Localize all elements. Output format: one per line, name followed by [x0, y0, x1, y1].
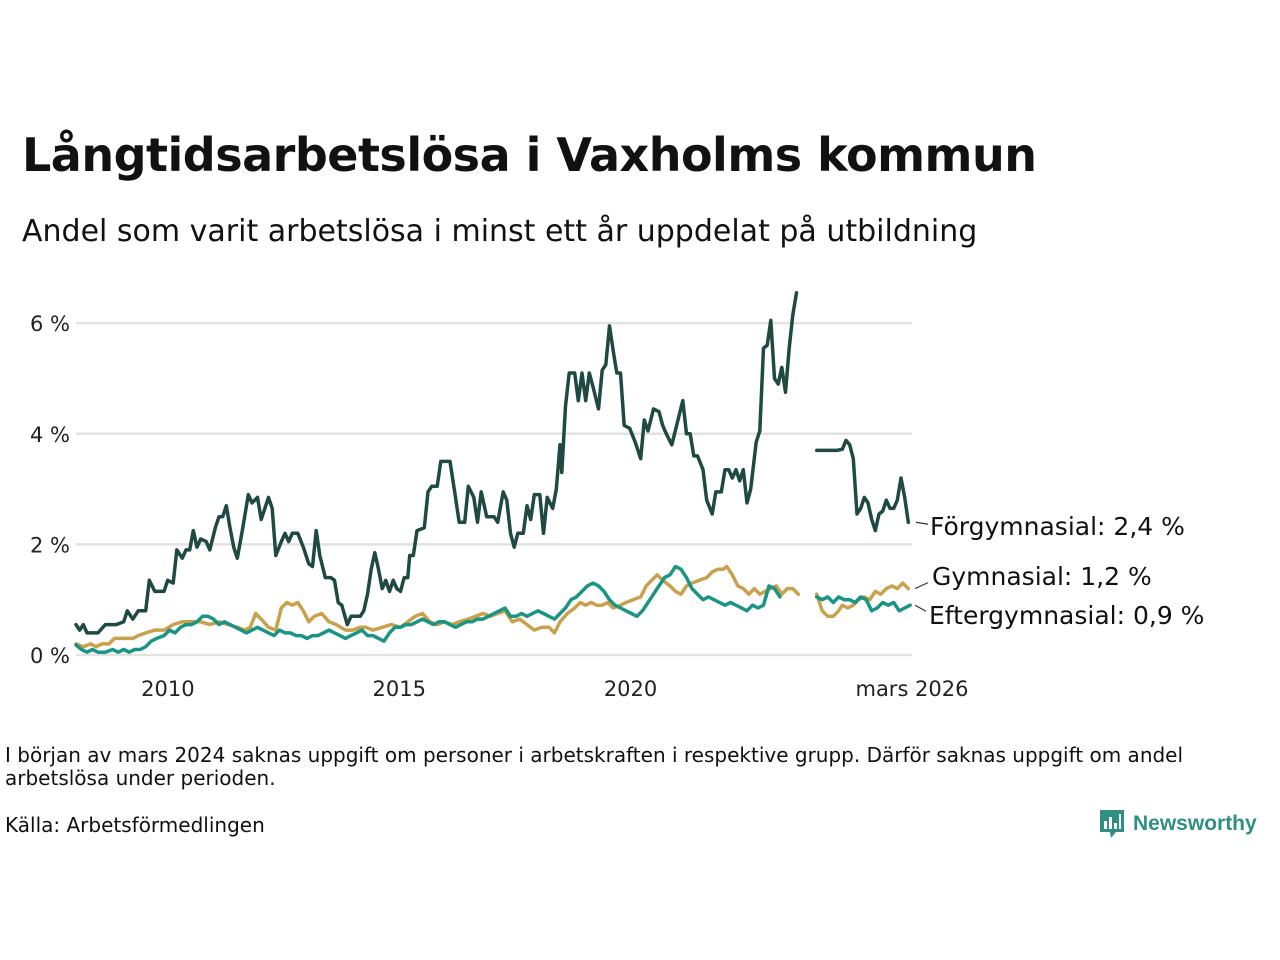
series-line-eftergymnasial: [74, 564, 782, 654]
y-axis-ticks: 0 % 2 % 4 % 6 %: [30, 312, 70, 668]
y-tick-label: 0 %: [30, 644, 70, 668]
x-tick-label: 2010: [141, 677, 194, 701]
chart-subtitle: Andel som varit arbetslösa i minst ett å…: [22, 214, 978, 249]
end-label-gymnasial: Gymnasial: 1,2 %: [932, 562, 1152, 591]
label-leader-line: [914, 582, 929, 590]
series-line-förgymnasial: [814, 438, 911, 533]
footnote: I början av mars 2024 saknas uppgift om …: [5, 743, 1184, 790]
newsworthy-logo[interactable]: Newsworthy: [1098, 808, 1257, 840]
y-tick-label: 2 %: [30, 533, 70, 557]
logo-text: Newsworthy: [1133, 812, 1257, 835]
series-line-gymnasial: [74, 564, 801, 649]
end-label-förgymnasial: Förgymnasial: 2,4 %: [930, 512, 1185, 541]
end-labels: Förgymnasial: 2,4 % Gymnasial: 1,2 % Efter…: [914, 512, 1204, 630]
y-tick-label: 4 %: [30, 423, 70, 447]
series-line-eftergymnasial: [814, 595, 912, 613]
x-tick-label: 2020: [604, 677, 657, 701]
end-label-eftergymnasial: Eftergymnasial: 0,9 %: [929, 601, 1204, 630]
chart-title: Långtidsarbetslösa i Vaxholms kommun: [22, 128, 1037, 182]
y-tick-label: 6 %: [30, 312, 70, 336]
series-line-förgymnasial: [74, 291, 799, 635]
label-leader-line: [915, 521, 929, 525]
x-tick-label: 2015: [372, 677, 425, 701]
x-tick-label: mars 2026: [855, 677, 968, 701]
source-note: Källa: Arbetsförmedlingen: [5, 813, 265, 837]
label-leader-line: [914, 604, 927, 612]
bar-chart-icon: [1100, 810, 1124, 838]
series-lines: [74, 291, 912, 654]
x-axis-ticks: 2010 2015 2020 mars 2026: [141, 677, 968, 701]
